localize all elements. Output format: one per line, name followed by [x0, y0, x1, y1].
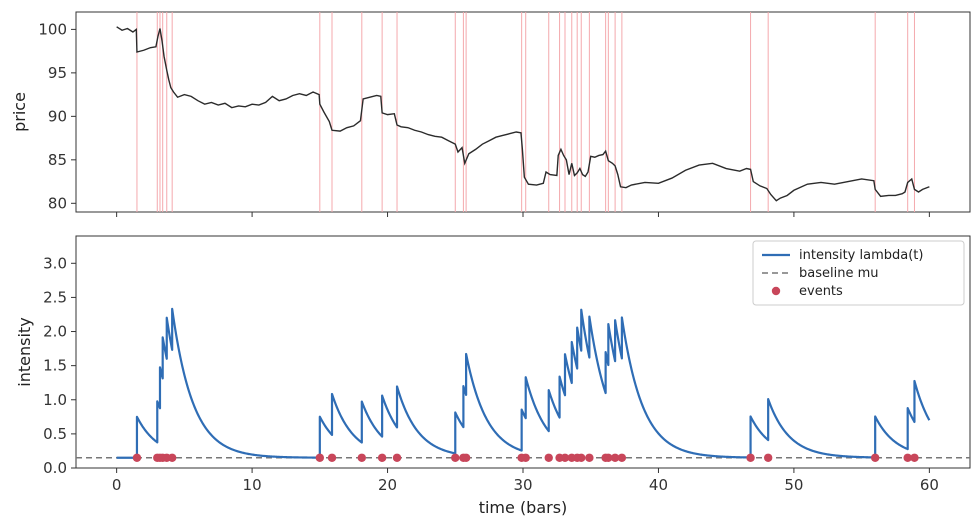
- price-y-tick-label: 95: [48, 64, 67, 82]
- event-dot: [451, 453, 460, 462]
- x-axis-label: time (bars): [479, 498, 568, 517]
- intensity-x-tick-label: 20: [378, 476, 397, 494]
- price-y-tick-label: 90: [48, 107, 67, 125]
- price-x-ticks: [116, 212, 930, 217]
- event-dot: [560, 453, 570, 462]
- legend-baseline-label: baseline mu: [799, 266, 879, 281]
- price-panel: 80 85 90 95 100 price: [10, 11, 971, 217]
- event-dot: [585, 453, 594, 462]
- event-dot: [357, 453, 367, 462]
- event-dot: [327, 453, 337, 462]
- intensity-y-axis-label: intensity: [15, 317, 34, 386]
- intensity-y-tick-label: 2.0: [43, 323, 67, 341]
- event-dot: [132, 453, 142, 462]
- event-dot: [763, 453, 773, 462]
- event-dot: [746, 453, 755, 462]
- intensity-x-tick-label: 30: [513, 476, 532, 494]
- event-dot: [903, 453, 912, 462]
- intensity-series-line: [116, 307, 931, 459]
- intensity-panel: 0.0 0.5 1.0 1.5 2.0 2.5 3.0 0 10 20 30 40 50 60 inte…: [15, 235, 971, 517]
- intensity-y-tick-label: 0.5: [43, 425, 67, 443]
- intensity-y-tick-label: 0.0: [43, 459, 67, 477]
- intensity-y-tick-label: 3.0: [43, 254, 67, 272]
- intensity-x-ticks: 0 10 20 30 40 50 60: [112, 468, 939, 494]
- legend-events-label: events: [799, 284, 843, 299]
- event-dot: [315, 453, 325, 462]
- price-y-tick-label: 85: [48, 151, 67, 169]
- legend-intensity-label: intensity lambda(t): [799, 248, 923, 263]
- intensity-x-tick-label: 10: [243, 476, 262, 494]
- intensity-x-tick-label: 40: [649, 476, 668, 494]
- event-dot: [461, 453, 471, 462]
- intensity-y-tick-label: 1.0: [43, 391, 67, 409]
- intensity-x-tick-label: 50: [784, 476, 803, 494]
- legend-events-swatch: [771, 286, 781, 296]
- event-dot: [604, 453, 613, 462]
- event-dot: [577, 453, 586, 462]
- price-y-tick-label: 80: [48, 194, 67, 212]
- price-y-tick-label: 100: [38, 20, 67, 38]
- price-y-axis-label: price: [10, 92, 29, 132]
- event-dot: [910, 453, 919, 462]
- event-dot: [610, 453, 620, 462]
- price-y-ticks: 80 85 90 95 100: [38, 20, 76, 212]
- intensity-y-ticks: 0.0 0.5 1.0 1.5 2.0 2.5 3.0: [43, 254, 76, 477]
- event-markers: [132, 453, 919, 462]
- event-dot: [377, 453, 387, 462]
- intensity-y-tick-label: 1.5: [43, 357, 67, 375]
- event-dot: [870, 453, 880, 462]
- price-series-line: [116, 26, 930, 202]
- intensity-x-tick-label: 0: [112, 476, 122, 494]
- event-dot: [544, 453, 553, 462]
- legend-box: [752, 240, 965, 306]
- legend: intensity lambda(t) baseline mu events: [752, 240, 965, 306]
- event-dot: [617, 453, 627, 462]
- event-dot: [392, 453, 402, 462]
- event-dot: [521, 453, 530, 462]
- event-dot: [167, 453, 177, 462]
- intensity-x-tick-label: 60: [920, 476, 939, 494]
- intensity-y-tick-label: 2.5: [43, 288, 67, 306]
